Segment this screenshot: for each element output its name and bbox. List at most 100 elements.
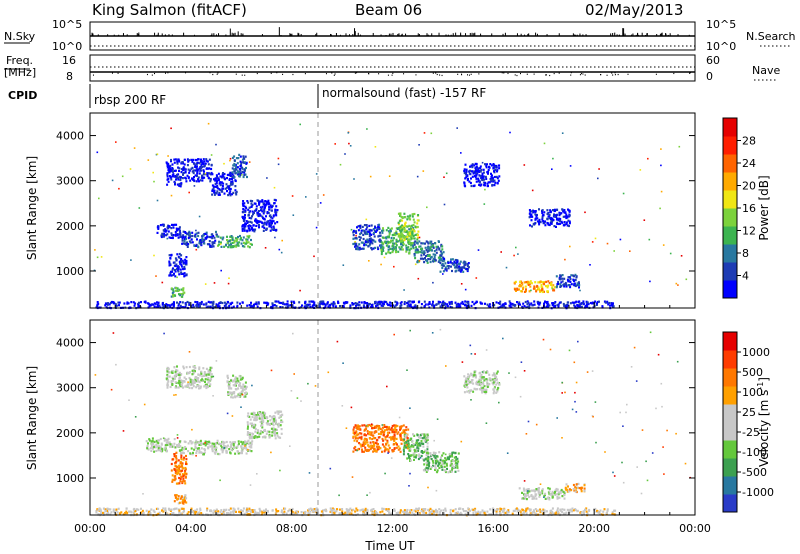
echo-cell (152, 303, 155, 306)
echo-cell (359, 443, 362, 446)
echo-cell (246, 433, 249, 436)
echo-cell (230, 396, 233, 399)
echo-cell (181, 239, 184, 242)
echo-cell (155, 449, 158, 452)
echo-cell (478, 174, 481, 177)
freq-point (185, 72, 187, 74)
echo-cell (346, 301, 349, 304)
echo-cell (444, 262, 447, 265)
echo-cell (175, 175, 178, 178)
echo-cell (388, 446, 391, 450)
echo-cell (530, 219, 533, 222)
echo-cell (194, 443, 197, 446)
echo-cell (237, 452, 240, 455)
echo-cell (460, 152, 462, 154)
echo-cell (234, 380, 237, 383)
echo-cell (556, 497, 559, 500)
echo-cell (389, 228, 392, 231)
echo-cell (377, 247, 380, 251)
echo-cell (538, 221, 540, 224)
echo-cell (401, 224, 404, 227)
echo-cell (167, 162, 170, 165)
echo-cell (482, 171, 485, 174)
echo-cell (377, 426, 380, 429)
echo-cell (355, 230, 357, 233)
echo-cell (609, 304, 611, 307)
echo-cell (216, 187, 219, 190)
echo-cell (450, 265, 452, 268)
freq-point (689, 72, 691, 74)
echo-cell (486, 385, 489, 388)
echo-cell (424, 257, 426, 260)
echo-cell (563, 493, 566, 497)
echo-cell (475, 300, 478, 304)
echo-cell (249, 210, 252, 213)
echo-cell (183, 440, 186, 443)
echo-cell (178, 442, 181, 446)
echo-cell (232, 245, 235, 248)
echo-cell (201, 235, 204, 238)
echo-cell (431, 259, 434, 262)
echo-cell (410, 445, 413, 448)
echo-cell (276, 209, 279, 212)
echo-cell (351, 302, 354, 305)
echo-cell (228, 277, 230, 279)
echo-cell (201, 162, 204, 165)
echo-cell (187, 450, 190, 453)
echo-cell (399, 225, 402, 228)
echo-cell (438, 259, 441, 262)
echo-cell (525, 488, 528, 491)
echo-cell (430, 458, 433, 461)
echo-cell (205, 237, 208, 240)
echo-cell (210, 375, 213, 378)
echo-cell (226, 300, 229, 304)
echo-cell (377, 445, 380, 448)
echo-cell (466, 386, 469, 389)
freq-point (441, 74, 443, 77)
cpid-segment-2: normalsound (fast) -157 RF (322, 86, 486, 100)
echo-cell (509, 302, 512, 305)
echo-cell (180, 476, 183, 479)
echo-cell (243, 202, 246, 205)
echo-cell (405, 436, 408, 439)
echo-cell (246, 448, 248, 451)
echo-cell (405, 248, 408, 252)
echo-cell (569, 280, 572, 283)
echo-cell (221, 190, 224, 193)
echo-cell (486, 184, 489, 188)
echo-cell (437, 464, 440, 467)
echo-cell (167, 441, 169, 444)
echo-cell (438, 451, 441, 454)
echo-cell (536, 220, 539, 223)
echo-cell (353, 439, 356, 442)
echo-cell (250, 221, 253, 224)
echo-cell (227, 391, 230, 394)
echo-cell (220, 444, 223, 447)
echo-cell (458, 305, 460, 308)
echo-cell (384, 236, 387, 239)
echo-cell (171, 445, 174, 448)
echo-cell (245, 162, 248, 165)
echo-cell (268, 206, 271, 209)
echo-cell (411, 242, 414, 245)
echo-cell (305, 196, 307, 198)
echo-cell (179, 185, 182, 188)
echo-cell (241, 174, 243, 176)
echo-cell (273, 420, 276, 423)
echo-cell (399, 437, 402, 440)
echo-cell (359, 236, 362, 239)
echo-cell (423, 253, 425, 256)
echo-cell (272, 424, 275, 427)
echo-cell (273, 432, 276, 435)
echo-cell (269, 423, 271, 426)
echo-cell (242, 236, 245, 239)
echo-cell (488, 181, 491, 184)
echo-cell (387, 236, 390, 239)
echo-cell (251, 432, 254, 435)
echo-cell (246, 442, 249, 445)
echo-cell (380, 249, 383, 252)
echo-cell (215, 181, 218, 184)
echo-cell (268, 225, 271, 228)
echo-cell (589, 264, 591, 266)
echo-cell (378, 446, 381, 450)
